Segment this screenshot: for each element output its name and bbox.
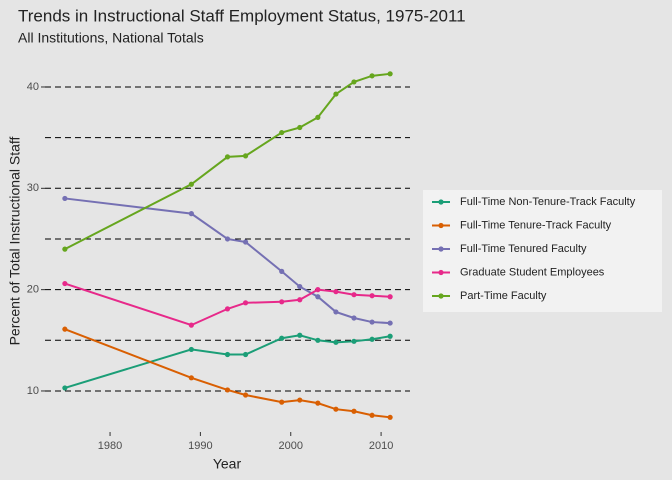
legend-label: Full-Time Tenure-Track Faculty — [460, 219, 612, 231]
data-point — [188, 346, 194, 353]
data-point — [188, 322, 194, 328]
data-point — [62, 195, 68, 202]
series-line — [64, 334, 391, 389]
legend-label: Full-Time Tenured Faculty — [460, 243, 587, 255]
data-point — [224, 154, 231, 160]
y-tick-label: 10 — [27, 385, 39, 397]
data-point — [351, 338, 357, 344]
x-axis-label: Year — [213, 456, 242, 472]
data-point — [224, 236, 231, 242]
legend-swatch-dot — [438, 293, 444, 299]
data-point — [333, 406, 339, 412]
data-point — [333, 339, 339, 345]
data-point — [62, 246, 68, 252]
x-tick-label: 1980 — [98, 440, 122, 452]
data-point — [369, 412, 375, 418]
data-point — [297, 332, 303, 338]
data-point — [242, 351, 249, 358]
y-tick-label: 20 — [27, 284, 39, 296]
data-point — [387, 71, 393, 77]
data-point — [62, 385, 68, 391]
x-tick-label: 2000 — [279, 440, 303, 452]
data-point — [387, 333, 393, 339]
data-point — [369, 73, 375, 79]
data-point — [315, 114, 321, 120]
data-point — [62, 326, 68, 332]
data-point — [333, 91, 339, 97]
data-point — [333, 289, 339, 295]
x-tick-label: 1990 — [188, 440, 212, 452]
data-point — [369, 336, 375, 342]
series-line — [64, 197, 391, 325]
data-point — [369, 293, 375, 299]
data-point — [242, 239, 249, 245]
y-tick-label: 30 — [27, 182, 39, 194]
legend-swatch-dot — [438, 269, 444, 276]
data-point — [297, 297, 303, 303]
data-point — [279, 299, 285, 305]
series-line — [64, 72, 391, 250]
data-point — [369, 319, 375, 325]
data-point — [297, 397, 303, 403]
legend-label: Part-Time Faculty — [460, 290, 547, 302]
data-point — [279, 399, 285, 405]
data-point — [351, 315, 357, 321]
data-point — [279, 335, 285, 341]
data-point — [315, 294, 321, 300]
chart-title: Trends in Instructional Staff Employment… — [18, 6, 466, 25]
data-point — [224, 387, 231, 393]
chart-subtitle: All Institutions, National Totals — [18, 30, 204, 46]
x-tick-label: 2010 — [369, 440, 393, 452]
data-point — [242, 300, 249, 306]
data-point — [279, 268, 285, 274]
legend-swatch-dot — [438, 199, 444, 205]
data-point — [279, 129, 285, 136]
legend-label: Graduate Student Employees — [460, 266, 605, 278]
y-axis-label: Percent of Total Instructional Staff — [7, 136, 23, 345]
data-point — [297, 124, 303, 131]
data-point — [297, 283, 303, 290]
legend-box — [423, 190, 662, 312]
data-point — [351, 292, 357, 298]
y-tick-label: 40 — [27, 81, 39, 93]
data-point — [387, 414, 393, 420]
data-point — [315, 400, 321, 406]
data-point — [188, 181, 194, 187]
data-point — [315, 287, 321, 293]
data-point — [242, 392, 249, 398]
legend-label: Full-Time Non-Tenure-Track Faculty — [460, 196, 636, 208]
data-point — [315, 337, 321, 343]
legend-swatch-dot — [438, 246, 444, 252]
data-point — [387, 294, 393, 300]
data-point — [333, 309, 339, 315]
data-point — [188, 211, 194, 217]
data-point — [224, 306, 231, 312]
legend-swatch-dot — [438, 222, 444, 229]
data-point — [188, 375, 194, 381]
data-point — [351, 408, 357, 414]
data-point — [62, 280, 68, 287]
data-point — [224, 351, 231, 358]
data-point — [242, 153, 249, 159]
data-point — [351, 79, 357, 85]
data-point — [387, 320, 393, 326]
